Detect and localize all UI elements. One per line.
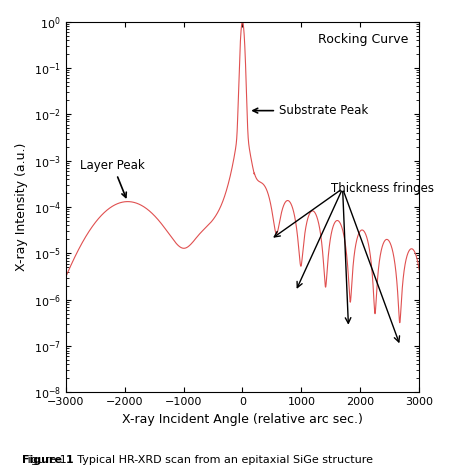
Text: Layer Peak: Layer Peak <box>81 159 145 197</box>
Text: Figure 1: Figure 1 <box>22 455 74 465</box>
Text: Figure 1   Typical HR-XRD scan from an epitaxial SiGe structure: Figure 1 Typical HR-XRD scan from an epi… <box>22 455 373 465</box>
Y-axis label: X-ray Intensity (a.u.): X-ray Intensity (a.u.) <box>15 143 28 271</box>
X-axis label: X-ray Incident Angle (relative arc sec.): X-ray Incident Angle (relative arc sec.) <box>122 413 363 426</box>
Text: Thickness fringes: Thickness fringes <box>331 182 434 195</box>
Text: Rocking Curve: Rocking Curve <box>318 33 409 46</box>
Text: Substrate Peak: Substrate Peak <box>253 104 368 117</box>
